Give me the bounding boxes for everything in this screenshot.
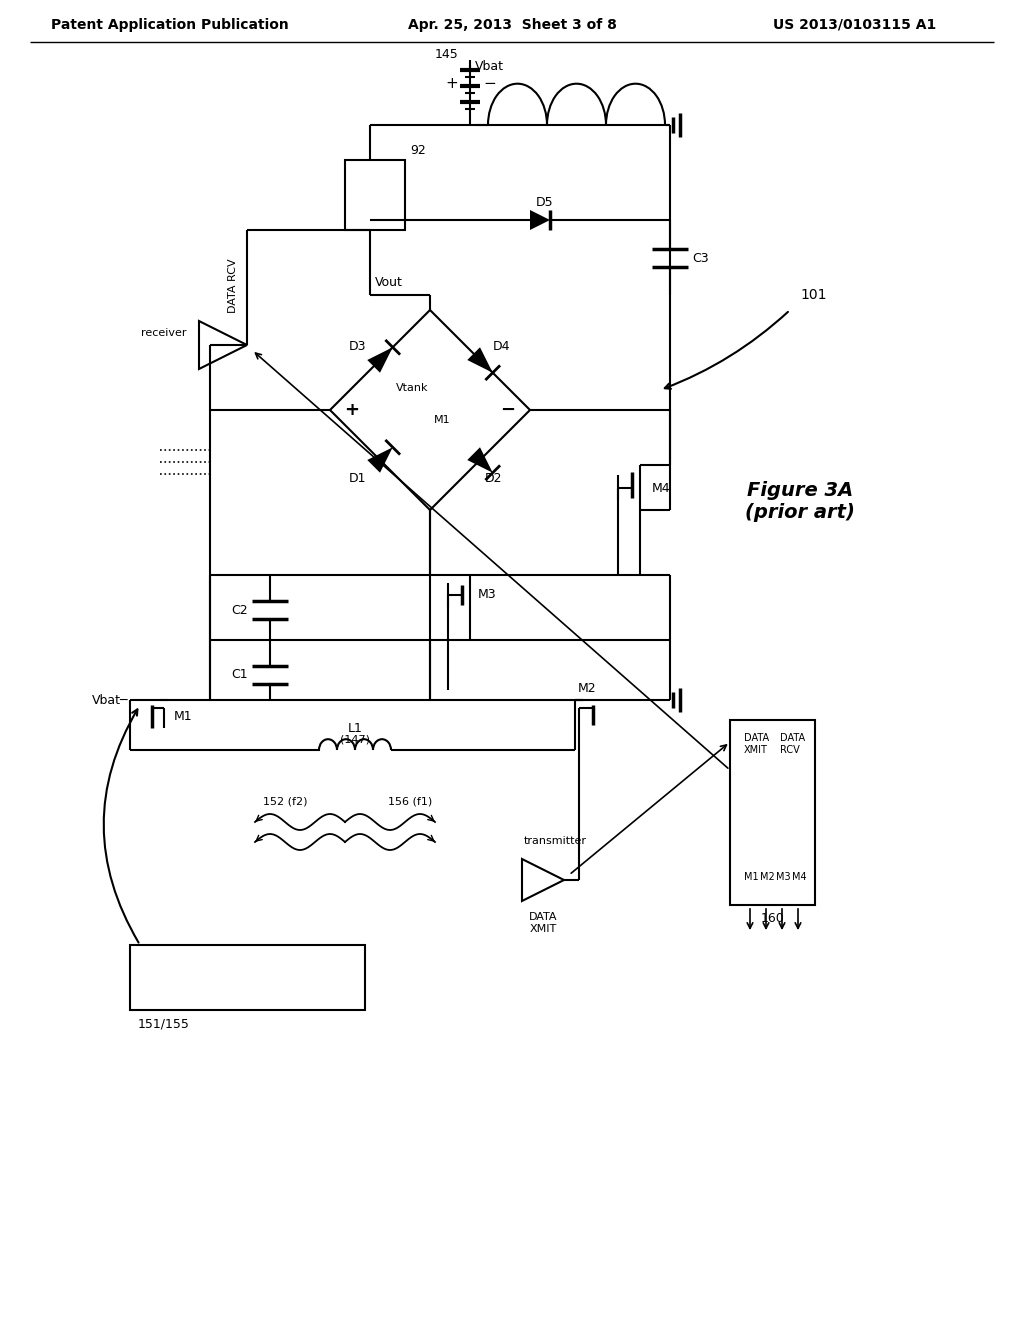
Text: C3: C3 xyxy=(692,252,709,264)
Text: +: + xyxy=(344,401,359,418)
Text: D1: D1 xyxy=(349,471,367,484)
Polygon shape xyxy=(467,447,493,473)
Text: −: − xyxy=(501,401,515,418)
Text: 145: 145 xyxy=(434,49,458,62)
Text: L1: L1 xyxy=(347,722,362,734)
Text: M4: M4 xyxy=(652,482,671,495)
Text: M2: M2 xyxy=(760,873,775,882)
Polygon shape xyxy=(368,347,393,372)
Text: M2: M2 xyxy=(578,681,596,694)
Text: M3: M3 xyxy=(478,589,497,602)
Text: receiver: receiver xyxy=(141,327,187,338)
Polygon shape xyxy=(199,321,247,370)
Text: M1: M1 xyxy=(434,414,451,425)
Text: C2: C2 xyxy=(231,603,248,616)
Polygon shape xyxy=(522,859,564,902)
Bar xyxy=(345,160,406,230)
Text: DATA: DATA xyxy=(780,733,805,743)
Text: XMIT: XMIT xyxy=(744,744,768,755)
Text: Figure 3A: Figure 3A xyxy=(746,480,853,499)
Text: D5: D5 xyxy=(537,195,554,209)
Text: C1: C1 xyxy=(231,668,248,681)
Text: Vout: Vout xyxy=(375,276,402,289)
Text: M4: M4 xyxy=(792,873,807,882)
Text: DATA: DATA xyxy=(744,733,769,743)
Text: DATA
XMIT: DATA XMIT xyxy=(528,912,557,933)
Text: (prior art): (prior art) xyxy=(745,503,855,521)
Text: US 2013/0103115 A1: US 2013/0103115 A1 xyxy=(773,18,937,32)
Text: Apr. 25, 2013  Sheet 3 of 8: Apr. 25, 2013 Sheet 3 of 8 xyxy=(408,18,616,32)
Text: M1: M1 xyxy=(174,710,193,722)
Text: D4: D4 xyxy=(494,339,511,352)
Polygon shape xyxy=(467,347,493,372)
Text: Vbat─: Vbat─ xyxy=(91,693,128,706)
Text: Patent Application Publication: Patent Application Publication xyxy=(51,18,289,32)
Text: Vtank: Vtank xyxy=(395,383,428,393)
Text: RCV: RCV xyxy=(780,744,800,755)
Text: 160: 160 xyxy=(761,912,784,925)
Text: transmitter: transmitter xyxy=(523,836,587,846)
Text: 101: 101 xyxy=(800,288,826,302)
Text: D3: D3 xyxy=(349,339,367,352)
Text: M1: M1 xyxy=(744,873,759,882)
Text: Vbat: Vbat xyxy=(475,61,504,74)
Text: D2: D2 xyxy=(485,471,503,484)
Text: (147): (147) xyxy=(340,735,370,744)
Text: −: − xyxy=(483,75,497,91)
Text: M3: M3 xyxy=(776,873,791,882)
Text: DATA RCV: DATA RCV xyxy=(228,259,238,313)
Text: 92: 92 xyxy=(410,144,426,157)
Text: +: + xyxy=(445,75,459,91)
Text: 156 (f1): 156 (f1) xyxy=(388,797,432,807)
Text: 152 (f2): 152 (f2) xyxy=(263,797,307,807)
Bar xyxy=(130,945,365,1010)
Polygon shape xyxy=(530,210,550,230)
Text: 151/155: 151/155 xyxy=(138,1018,189,1031)
Polygon shape xyxy=(368,447,393,473)
Bar xyxy=(730,719,815,906)
